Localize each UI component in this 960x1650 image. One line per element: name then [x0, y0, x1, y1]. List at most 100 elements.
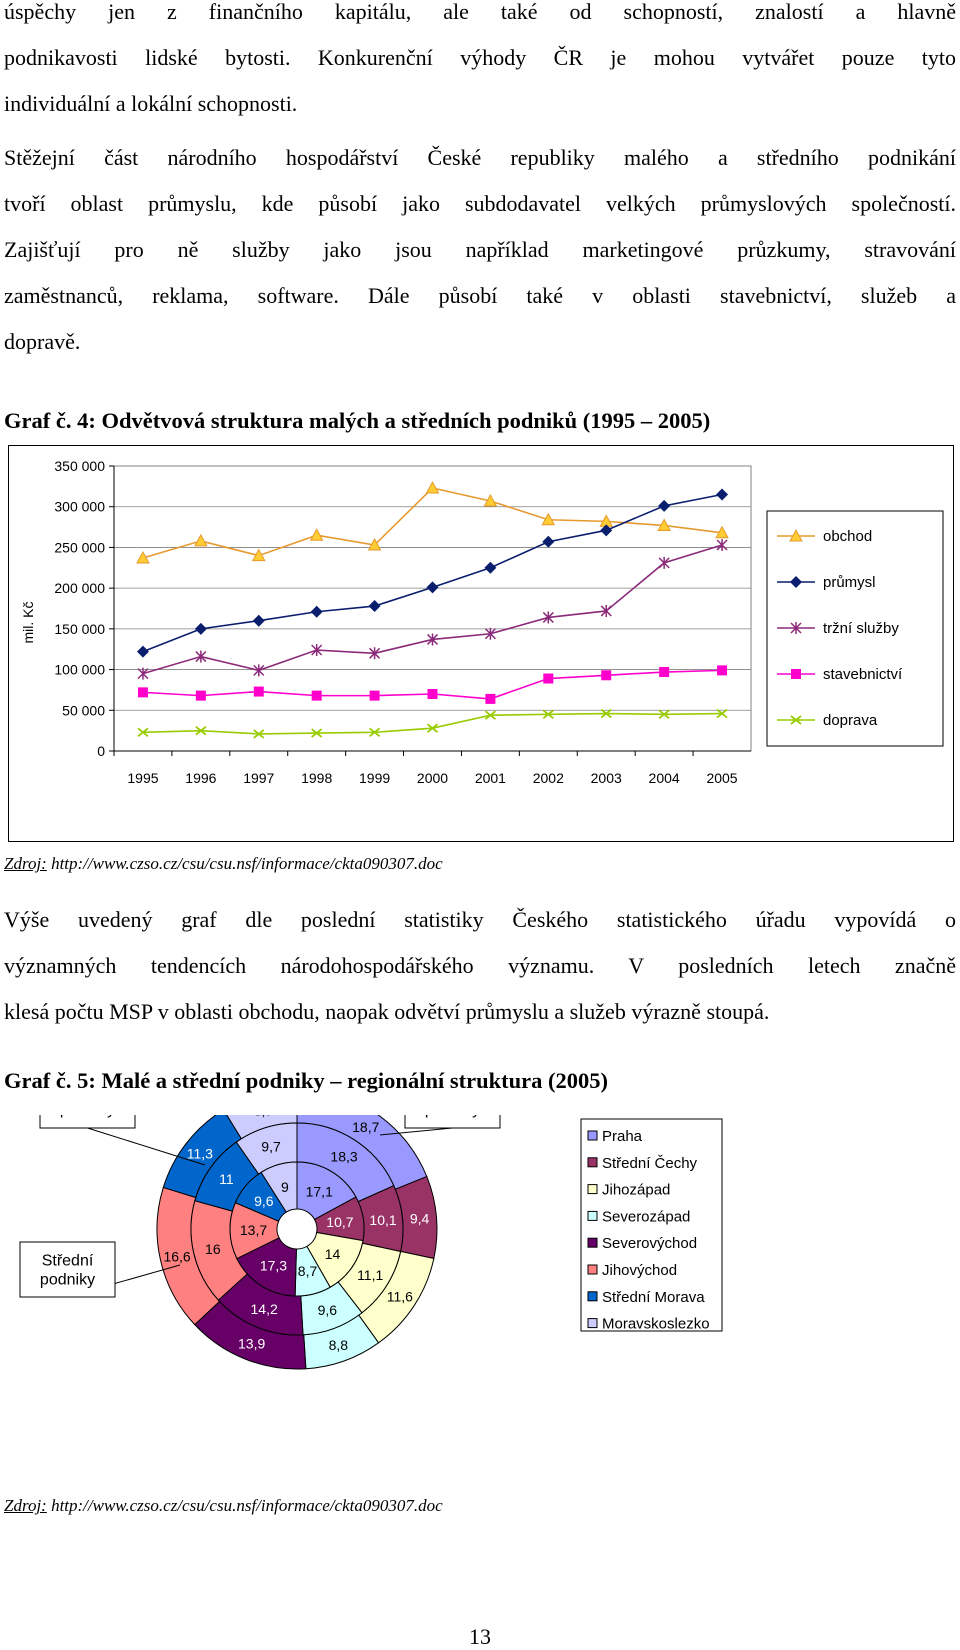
text-line: individuální a lokální schopnosti.: [4, 91, 298, 116]
legend-item: obchod: [777, 528, 872, 545]
x-tick-label: 2004: [649, 770, 680, 786]
source-note-1: Zdroj: http://www.czso.cz/csu/csu.nsf/in…: [4, 854, 443, 874]
legend-item: Jihovýchod: [587, 1262, 677, 1279]
marker-x: [600, 708, 612, 719]
data-label: 11,1: [357, 1267, 383, 1283]
data-label: 18,7: [352, 1119, 379, 1135]
text-line: Zajišťují pro ně služby jako jsou napřík…: [4, 237, 956, 262]
marker-square: [253, 686, 264, 697]
marker-diamond: [136, 645, 149, 658]
text-line: zaměstnanců, reklama, software. Dále půs…: [4, 283, 956, 308]
text-line: podnikavosti lidské bytosti. Konkurenční…: [4, 45, 956, 70]
y-tick-label: 0: [97, 743, 105, 759]
slice-Moravskoslezko: [260, 1161, 298, 1213]
marker-star: [195, 650, 207, 663]
marker-diamond: [426, 581, 439, 594]
legend-label: Severozápad: [602, 1208, 690, 1225]
y-tick-label: 100 000: [54, 662, 105, 678]
legend-label: Moravskoslezko: [602, 1316, 710, 1333]
source-url[interactable]: http://www.czso.cz/csu/csu.nsf/informace…: [51, 1496, 443, 1515]
legend-swatch: [587, 1318, 598, 1329]
x-tick-label: 2000: [417, 770, 448, 786]
marker-triangle: [367, 537, 382, 551]
marker-star: [311, 644, 323, 657]
text-line: dopravě.: [4, 329, 81, 354]
figure-caption-graf5: Graf č. 5: Malé a střední podniky – regi…: [4, 1068, 608, 1093]
marker-star: [137, 667, 149, 680]
legend-label: tržní služby: [823, 620, 899, 637]
marker-diamond: [484, 561, 497, 574]
series-průmysl: [136, 488, 729, 658]
marker-star: [369, 647, 381, 660]
legend-label: Jihozápad: [602, 1182, 670, 1199]
marker-triangle: [541, 512, 556, 526]
legend-item: stavebnictví: [777, 666, 903, 683]
x-tick-label: 1999: [359, 770, 390, 786]
marker-star: [426, 633, 439, 646]
marker-x: [542, 709, 554, 720]
marker-star: [542, 611, 554, 624]
callout-box: [404, 1115, 501, 1129]
legend-item: Jihozápad: [587, 1182, 670, 1199]
marker-x: [311, 728, 323, 738]
data-label: 14,2: [251, 1301, 278, 1317]
y-tick-label: 200 000: [54, 580, 105, 596]
data-label: 10,7: [326, 1214, 353, 1230]
y-tick-label: 250 000: [54, 539, 105, 555]
marker-diamond: [790, 576, 802, 588]
ring-Malé podniky: 18,3 10,1 11,1 9,6 14,2 16 11 9,7: [190, 1122, 404, 1336]
marker-x: [658, 709, 670, 720]
callout-box: [39, 1115, 136, 1129]
legend-swatch: [587, 1291, 598, 1302]
legend-label: Praha: [602, 1128, 643, 1145]
callout-male: Malépodniky: [39, 1115, 206, 1166]
legend-item: Severozápad: [587, 1208, 690, 1225]
marker-diamond: [716, 488, 729, 501]
y-tick-label: 150 000: [54, 621, 105, 637]
data-label: 11,3: [187, 1146, 213, 1162]
marker-x: [195, 725, 207, 736]
x-tick-label: 2001: [475, 770, 506, 786]
marker-square: [659, 667, 670, 678]
marker-square: [369, 690, 380, 701]
x-tick-label: 2002: [533, 770, 564, 786]
y-axis-label: mil. Kč: [20, 602, 36, 644]
x-tick-label: 1997: [243, 770, 274, 786]
marker-triangle: [309, 528, 324, 541]
legend-label: Severovýchod: [602, 1235, 697, 1252]
marker-square: [137, 687, 148, 698]
marker-x: [484, 710, 496, 720]
marker-square: [485, 693, 496, 704]
legend-label: obchod: [823, 528, 872, 545]
marker-triangle: [657, 518, 671, 531]
legend-swatch: [587, 1264, 598, 1275]
callout-mikro: Mikropodniky: [379, 1115, 501, 1136]
marker-star: [600, 604, 612, 617]
legend-item: doprava: [777, 712, 878, 729]
callout-leader: [87, 1127, 206, 1166]
legend-swatch: [587, 1210, 598, 1221]
marker-square: [601, 670, 612, 681]
legend-label: průmysl: [823, 574, 876, 591]
data-label: 9,7: [261, 1138, 281, 1154]
legend-label: stavebnictví: [823, 666, 903, 683]
text-line: významných tendencích národohospodářskéh…: [4, 953, 956, 978]
figure-caption-graf4: Graf č. 4: Odvětvová struktura malých a …: [4, 408, 711, 433]
legend-swatch: [587, 1184, 598, 1195]
marker-square: [543, 673, 554, 684]
legend-item: Praha: [587, 1128, 643, 1145]
marker-square: [791, 669, 801, 679]
legend-label: doprava: [823, 712, 878, 729]
marker-star: [484, 627, 496, 640]
text-line: Výše uvedený graf dle poslední statistik…: [4, 907, 956, 932]
marker-diamond: [194, 622, 207, 635]
series-stavebnictví: [137, 665, 728, 704]
text-line: tvoří oblast průmyslu, kde působí jako s…: [4, 191, 956, 216]
marker-star: [790, 622, 802, 634]
data-label: 9,6: [254, 1193, 274, 1209]
data-label: 9,4: [410, 1210, 430, 1226]
legend-label: Střední Morava: [602, 1289, 705, 1306]
source-url[interactable]: http://www.czso.cz/csu/csu.nsf/informace…: [51, 854, 443, 873]
legend-item: Střední Morava: [587, 1289, 705, 1306]
text-line: úspěchy jen z finančního kapitálu, ale t…: [4, 0, 956, 24]
